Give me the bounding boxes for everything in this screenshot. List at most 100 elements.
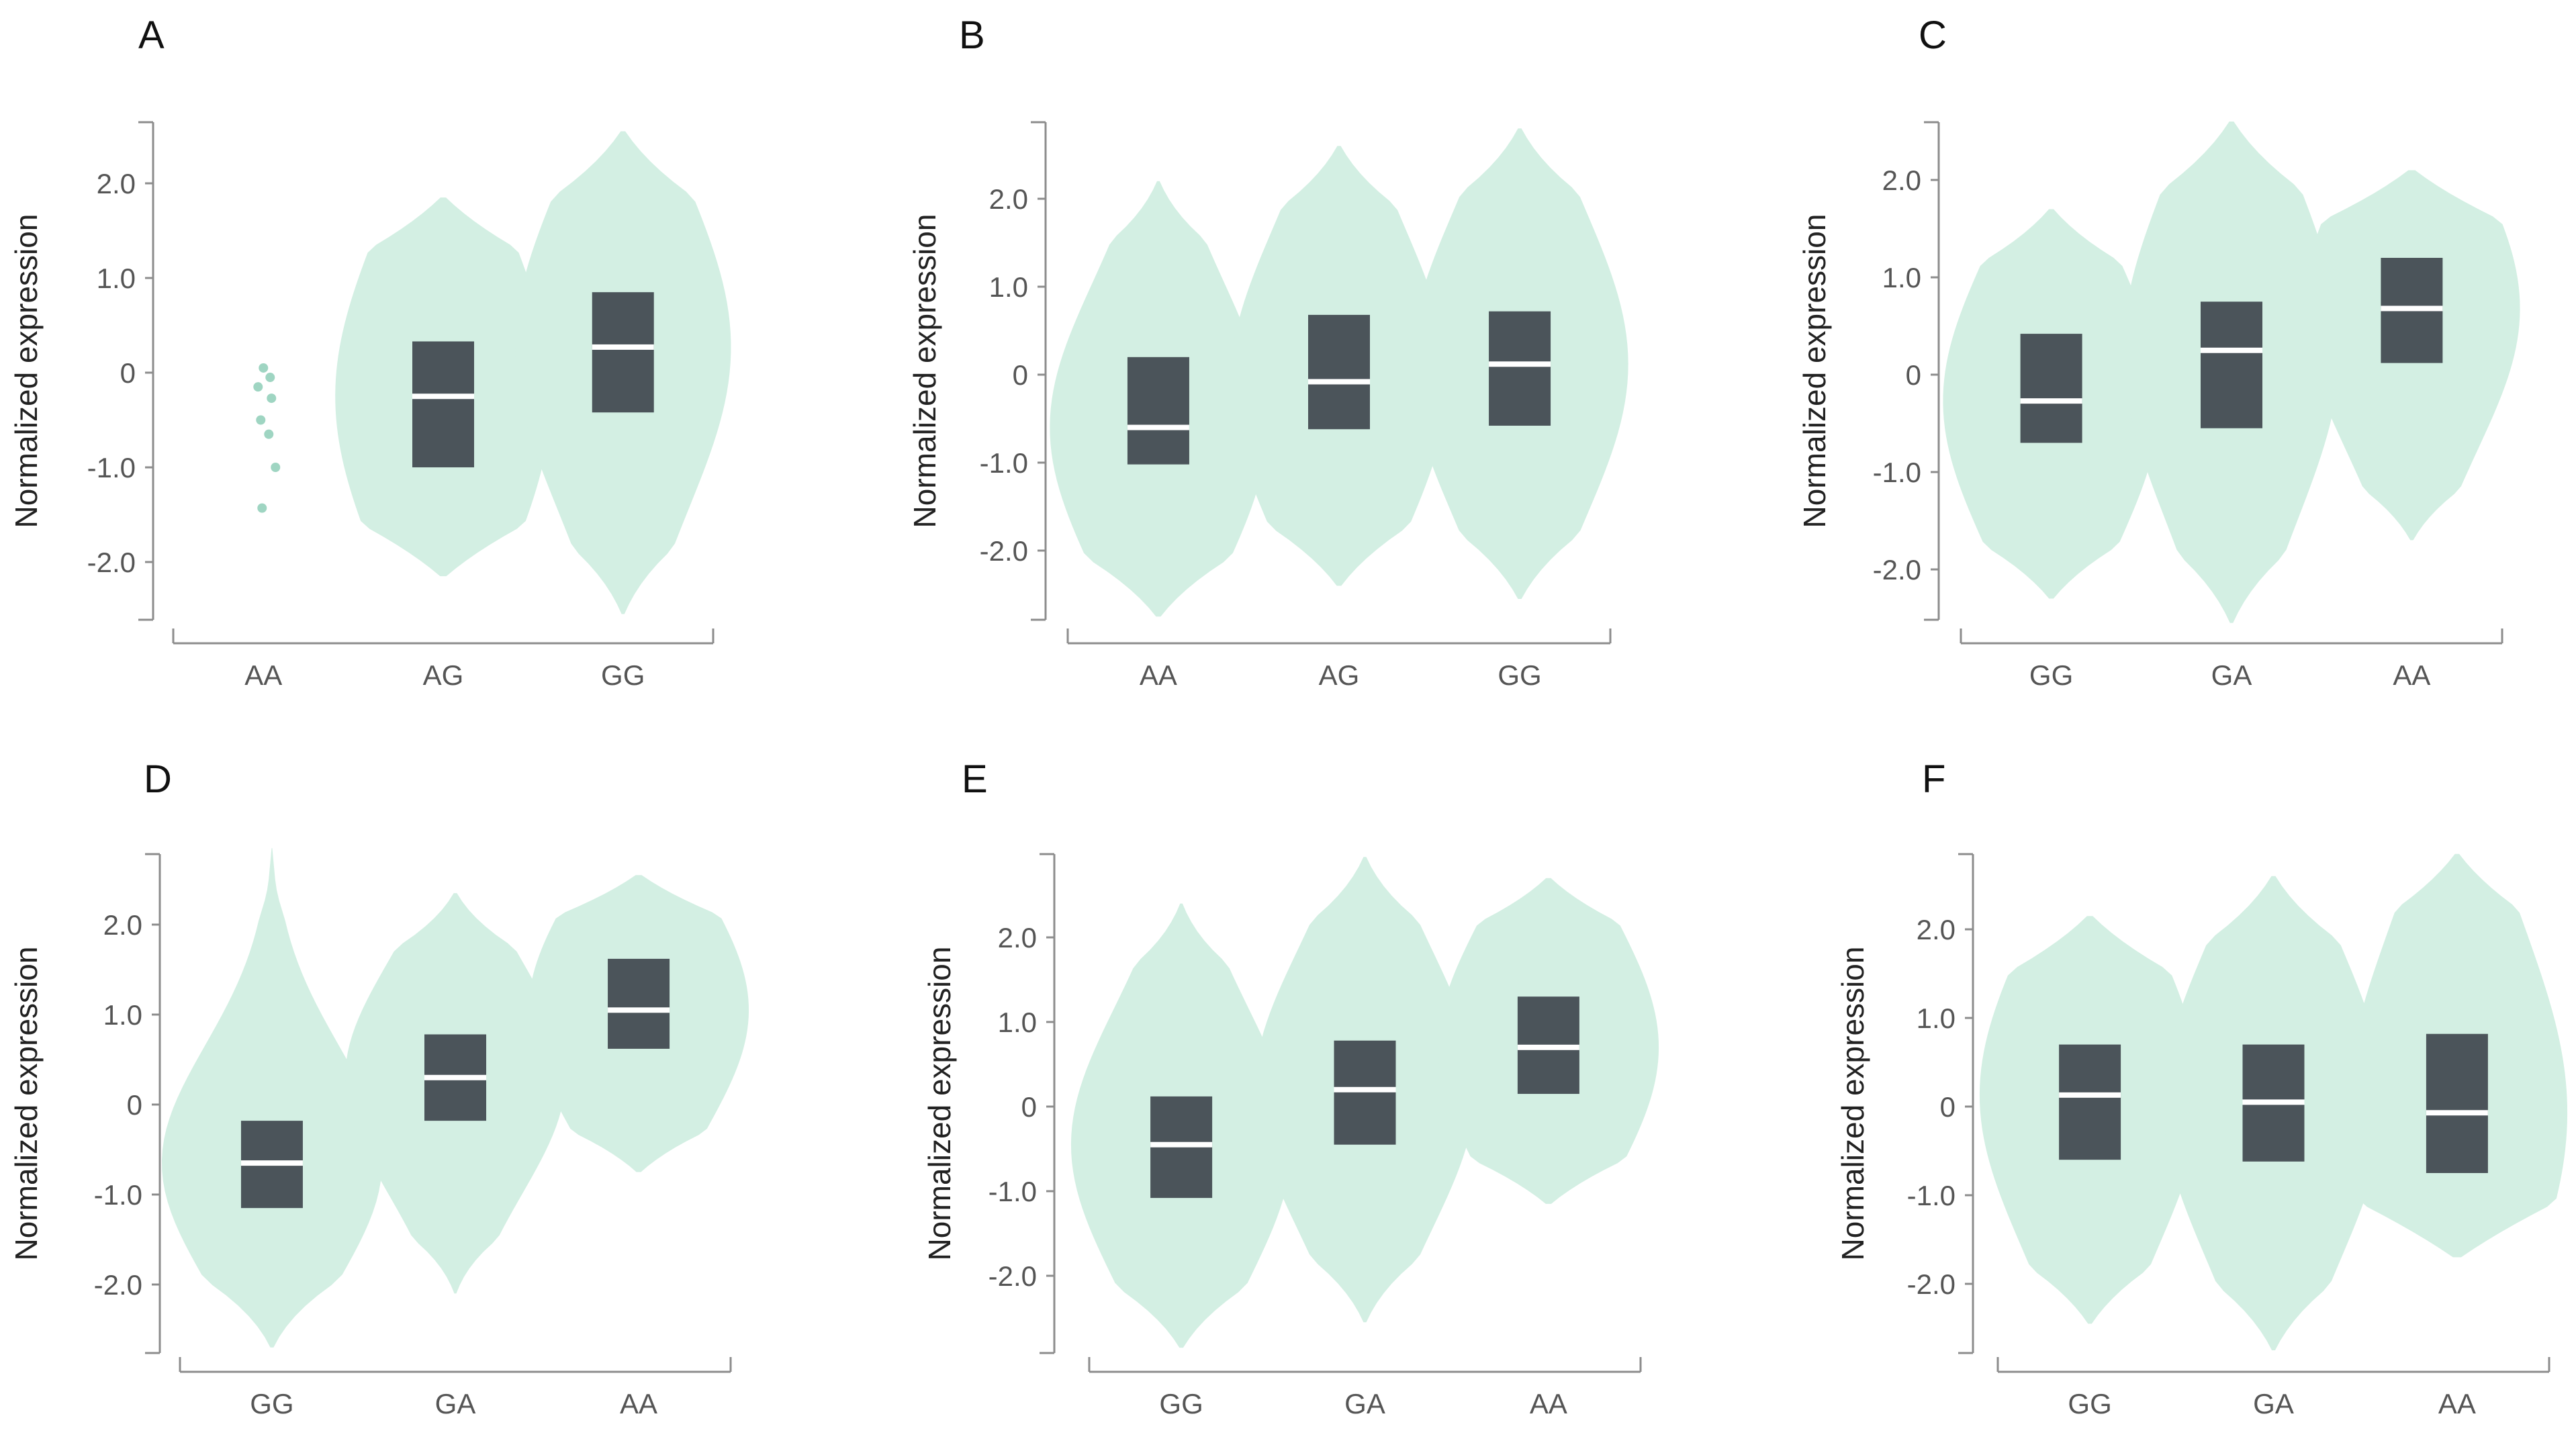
y-tick-label: 1.0	[97, 263, 136, 294]
y-tick-label: -2.0	[1873, 554, 1921, 586]
y-tick-label: 2.0	[998, 922, 1037, 953]
median-line	[2242, 1099, 2305, 1105]
outlier-point	[256, 415, 266, 425]
iqr-box	[608, 958, 670, 1049]
panel-label: E	[962, 757, 988, 801]
y-tick-label: 1.0	[998, 1007, 1037, 1038]
iqr-box	[592, 292, 654, 413]
category-aa: AA	[2346, 853, 2568, 1419]
y-tick-label: 2.0	[989, 183, 1028, 215]
y-tick-label: 1.0	[1882, 262, 1921, 293]
category-ag: AG	[1230, 146, 1448, 691]
category-gg: GG	[1070, 903, 1292, 1419]
x-tick-label: AG	[1319, 659, 1360, 691]
y-axis-label: Normalized expression	[1797, 214, 1832, 528]
x-tick-label: GG	[2068, 1388, 2111, 1419]
panel-b: B 2.0 1.0 0 -1.0 -2.0 Normalized expression AA A…	[907, 13, 1628, 691]
iqr-box	[1489, 311, 1551, 426]
y-axis-label: Normalized expression	[907, 214, 942, 528]
median-line	[424, 1074, 486, 1080]
outlier-point	[271, 463, 281, 472]
category-gg: GG	[161, 848, 382, 1419]
panel-label: D	[144, 757, 172, 801]
category-aa: AA	[1050, 181, 1267, 691]
category-gg: GG	[514, 131, 731, 691]
median-line	[412, 393, 474, 400]
x-tick-label: AG	[423, 659, 464, 691]
iqr-box	[2059, 1044, 2121, 1160]
outlier-point	[257, 503, 267, 513]
outlier-point	[253, 382, 263, 392]
y-tick-label: -2.0	[1907, 1268, 1956, 1300]
y-tick-label: 0	[1906, 359, 1921, 391]
panel-label: C	[1919, 13, 1947, 57]
outlier-point	[264, 429, 274, 439]
iqr-box	[412, 341, 474, 467]
y-tick-label: 1.0	[103, 999, 142, 1031]
category-ga: GA	[2123, 122, 2340, 691]
median-line	[240, 1160, 303, 1166]
category-ag: AG	[335, 197, 551, 691]
category-aa: AA	[528, 875, 749, 1419]
category-ga: GA	[345, 893, 565, 1419]
y-tick-label: 0	[1013, 359, 1028, 391]
x-tick-label: AA	[2393, 659, 2430, 691]
y-tick-label: -2.0	[94, 1269, 142, 1301]
y-tick-label: 1.0	[1917, 1003, 1956, 1034]
y-tick-label: 2.0	[97, 168, 136, 199]
median-line	[1334, 1086, 1396, 1092]
y-tick-label: -1.0	[1907, 1180, 1956, 1211]
iqr-box	[2201, 301, 2262, 428]
y-tick-label: -2.0	[988, 1260, 1037, 1292]
y-axis-label: Normalized expression	[922, 947, 957, 1261]
iqr-box	[1127, 357, 1189, 465]
y-tick-label: -1.0	[94, 1179, 142, 1211]
x-tick-label: GG	[2029, 659, 2073, 691]
x-tick-label: GG	[1159, 1388, 1203, 1419]
median-line	[592, 344, 654, 350]
category-aa: AA	[1438, 878, 1659, 1419]
category-aa: AA	[2303, 170, 2520, 691]
outlier-point	[265, 373, 275, 383]
y-tick-label: -1.0	[1873, 457, 1921, 488]
x-tick-label: AA	[620, 1388, 657, 1419]
y-tick-label: 0	[1021, 1091, 1037, 1123]
category-ga: GA	[2163, 876, 2384, 1419]
category-aa: AA	[244, 363, 282, 691]
y-tick-label: 2.0	[1882, 165, 1921, 196]
median-line	[1308, 379, 1370, 385]
y-tick-label: 2.0	[1917, 914, 1956, 945]
x-tick-label: GA	[2253, 1388, 2294, 1419]
median-line	[2201, 347, 2262, 353]
y-axis-label: Normalized expression	[9, 214, 44, 528]
x-tick-label: AA	[1140, 659, 1177, 691]
y-tick-label: -2.0	[87, 547, 136, 578]
panel-a: A 2.0 1.0 0 -1.0 -2.0 Normalized expression AA A…	[9, 13, 731, 691]
x-tick-label: GG	[250, 1388, 293, 1419]
median-line	[1517, 1044, 1579, 1050]
median-line	[2059, 1092, 2121, 1098]
x-tick-label: AA	[244, 659, 282, 691]
y-tick-label: -1.0	[87, 452, 136, 483]
panel-label: A	[138, 13, 165, 57]
x-tick-label: AA	[1530, 1388, 1567, 1419]
iqr-box	[2020, 334, 2082, 443]
iqr-box	[1334, 1040, 1396, 1145]
y-tick-label: -1.0	[980, 447, 1028, 479]
y-axis-label: Normalized expression	[1835, 947, 1870, 1261]
panel-e: E 2.0 1.0 0 -1.0 -2.0 Normalized expression GG G…	[922, 757, 1659, 1419]
panel-c: C 2.0 1.0 0 -1.0 -2.0 Normalized expression GG G…	[1797, 13, 2520, 691]
violin-shape	[161, 848, 382, 1348]
x-tick-label: GA	[435, 1388, 476, 1419]
panel-label: B	[959, 13, 985, 57]
x-tick-label: GA	[2211, 659, 2252, 691]
x-tick-label: GG	[601, 659, 645, 691]
x-tick-label: GA	[1344, 1388, 1385, 1419]
category-gg: GG	[1411, 128, 1628, 691]
x-tick-label: GG	[1498, 659, 1541, 691]
median-line	[2020, 398, 2082, 404]
outlier-point	[259, 363, 269, 373]
y-axis-label: Normalized expression	[9, 947, 44, 1261]
median-line	[2381, 306, 2443, 312]
